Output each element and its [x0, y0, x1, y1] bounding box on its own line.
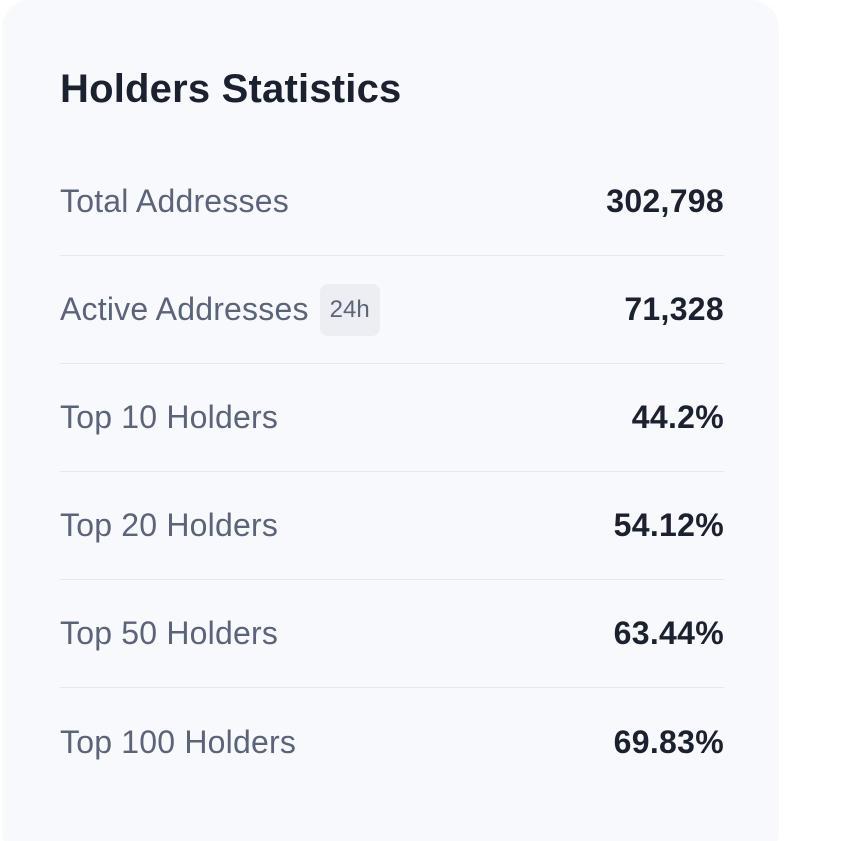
stat-value: 54.12% — [613, 507, 724, 543]
stat-value: 63.44% — [613, 615, 724, 651]
card-title: Holders Statistics — [60, 67, 402, 111]
stat-row-top-20-holders: Top 20 Holders 54.12% — [60, 472, 724, 580]
stat-value: 69.83% — [613, 723, 724, 760]
stat-row-top-50-holders: Top 50 Holders 63.44% — [60, 580, 724, 688]
stats-list: Total Addresses 302,798 Active Addresses… — [60, 148, 724, 796]
stat-value: 71,328 — [624, 291, 724, 327]
time-period-badge: 24h — [319, 283, 380, 336]
stat-label: Top 50 Holders — [60, 615, 279, 651]
holders-statistics-card: Holders Statistics Total Addresses 302,7… — [2, 0, 779, 841]
stat-label-group: Active Addresses 24h — [60, 283, 380, 336]
stat-row-top-100-holders: Top 100 Holders 69.83% — [60, 688, 724, 796]
stat-value: 302,798 — [606, 183, 724, 219]
stat-label: Top 20 Holders — [60, 507, 279, 543]
stat-value: 44.2% — [631, 399, 724, 435]
stat-label: Total Addresses — [60, 183, 289, 219]
stat-row-total-addresses: Total Addresses 302,798 — [60, 148, 724, 256]
stat-row-top-10-holders: Top 10 Holders 44.2% — [60, 364, 724, 472]
stat-label: Top 10 Holders — [60, 399, 279, 435]
stat-row-active-addresses: Active Addresses 24h 71,328 — [60, 256, 724, 364]
stat-label: Top 100 Holders — [60, 723, 297, 760]
stat-label: Active Addresses — [60, 291, 309, 327]
